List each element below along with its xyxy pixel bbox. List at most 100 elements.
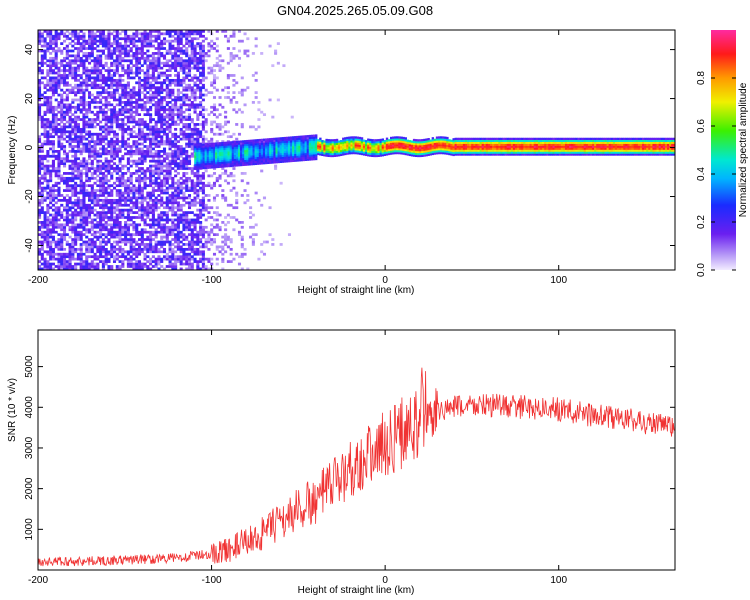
heatmap-cell bbox=[82, 54, 86, 58]
heatmap-cell bbox=[187, 159, 192, 163]
heatmap-cell bbox=[96, 110, 100, 114]
heatmap-cell bbox=[129, 120, 133, 124]
heatmap-cell bbox=[57, 247, 61, 251]
heatmap-cell bbox=[165, 135, 169, 139]
heatmap-cell bbox=[179, 108, 183, 112]
heatmap-cell bbox=[74, 265, 78, 268]
heatmap-cell bbox=[124, 198, 128, 202]
heatmap-cell bbox=[282, 64, 286, 68]
heatmap-cell bbox=[68, 49, 72, 53]
heatmap-cell bbox=[229, 135, 233, 139]
heatmap-cell bbox=[207, 211, 211, 214]
heatmap-cell bbox=[76, 230, 80, 234]
heatmap-cell bbox=[151, 118, 155, 121]
heatmap-cell bbox=[201, 76, 205, 80]
heatmap-cell bbox=[57, 32, 61, 36]
heatmap-cell bbox=[101, 140, 105, 143]
heatmap-cell bbox=[51, 110, 55, 114]
heatmap-cell bbox=[124, 142, 128, 146]
heatmap-cell bbox=[68, 64, 72, 68]
heatmap-cell bbox=[224, 96, 228, 99]
heatmap-cell bbox=[162, 218, 167, 222]
heatmap-cell bbox=[60, 213, 64, 217]
heatmap-cell bbox=[151, 169, 155, 173]
heatmap-cell bbox=[104, 198, 108, 202]
heatmap-cell bbox=[190, 147, 194, 151]
heatmap-cell bbox=[165, 252, 169, 256]
heatmap-cell bbox=[60, 64, 64, 68]
heatmap-cell bbox=[87, 47, 92, 50]
heatmap-cell bbox=[146, 37, 150, 41]
heatmap-cell bbox=[179, 49, 183, 53]
heatmap-cell bbox=[204, 194, 208, 197]
heatmap-cell bbox=[46, 191, 50, 195]
heatmap-cell bbox=[143, 228, 147, 232]
signal-cell bbox=[231, 148, 235, 152]
heatmap-cell bbox=[79, 169, 83, 173]
heatmap-cell bbox=[71, 34, 75, 38]
signal-cell bbox=[235, 148, 239, 151]
heatmap-cell bbox=[146, 247, 150, 251]
heatmap-cell bbox=[154, 150, 158, 153]
heatmap-cell bbox=[71, 267, 75, 270]
heatmap-cell bbox=[199, 225, 203, 229]
heatmap-cell bbox=[46, 30, 50, 33]
heatmap-cell bbox=[43, 120, 47, 124]
heatmap-cell bbox=[240, 125, 244, 129]
signal-cell bbox=[223, 159, 226, 162]
heatmap-cell bbox=[93, 240, 97, 244]
heatmap-cell bbox=[140, 78, 144, 82]
heatmap-cell bbox=[60, 265, 64, 268]
signal-cell bbox=[235, 156, 239, 159]
heatmap-cell bbox=[179, 61, 183, 65]
heatmap-cell bbox=[137, 37, 142, 41]
signal-cell bbox=[235, 154, 239, 157]
signal-cell bbox=[229, 149, 233, 152]
heatmap-cell bbox=[121, 44, 125, 48]
heatmap-cell bbox=[193, 137, 197, 141]
heatmap-cell bbox=[93, 157, 97, 161]
heatmap-cell bbox=[46, 267, 50, 270]
heatmap-cell bbox=[90, 135, 94, 139]
heatmap-cell bbox=[54, 167, 58, 170]
heatmap-cell bbox=[146, 56, 150, 60]
signal-cell bbox=[196, 165, 199, 168]
heatmap-cell bbox=[232, 56, 236, 60]
heatmap-cell bbox=[87, 213, 92, 217]
signal-cell bbox=[256, 152, 260, 156]
heatmap-cell bbox=[187, 260, 192, 263]
heatmap-cell bbox=[137, 252, 142, 256]
heatmap-cell bbox=[176, 191, 180, 195]
heatmap-cell bbox=[74, 216, 78, 219]
heatmap-cell bbox=[240, 243, 244, 246]
heatmap-cell bbox=[40, 49, 44, 53]
heatmap-cell bbox=[46, 250, 50, 254]
signal-cell bbox=[237, 148, 241, 151]
heatmap-cell bbox=[85, 113, 89, 117]
heatmap-cell bbox=[226, 203, 230, 207]
heatmap-cell bbox=[140, 216, 144, 219]
heatmap-cell bbox=[93, 47, 97, 50]
heatmap-cell bbox=[85, 184, 89, 188]
heatmap-cell bbox=[110, 113, 114, 117]
heatmap-cell bbox=[115, 203, 119, 207]
heatmap-cell bbox=[151, 132, 155, 136]
heatmap-cell bbox=[151, 203, 155, 207]
heatmap-cell bbox=[38, 213, 42, 217]
heatmap-cell bbox=[176, 39, 180, 43]
heatmap-cell bbox=[46, 47, 50, 50]
heatmap-cell bbox=[115, 218, 119, 222]
heatmap-cell bbox=[38, 145, 42, 148]
heatmap-cell bbox=[115, 59, 119, 63]
heatmap-cell bbox=[101, 118, 105, 121]
heatmap-cell bbox=[140, 108, 144, 112]
heatmap-cell bbox=[93, 223, 97, 227]
heatmap-cell bbox=[49, 174, 53, 178]
heatmap-cell bbox=[90, 194, 94, 197]
heatmap-cell bbox=[196, 78, 200, 82]
heatmap-cell bbox=[115, 176, 119, 180]
heatmap-cell bbox=[85, 142, 89, 146]
heatmap-cell bbox=[179, 78, 183, 82]
heatmap-cell bbox=[126, 120, 130, 124]
signal-cell bbox=[229, 154, 233, 158]
